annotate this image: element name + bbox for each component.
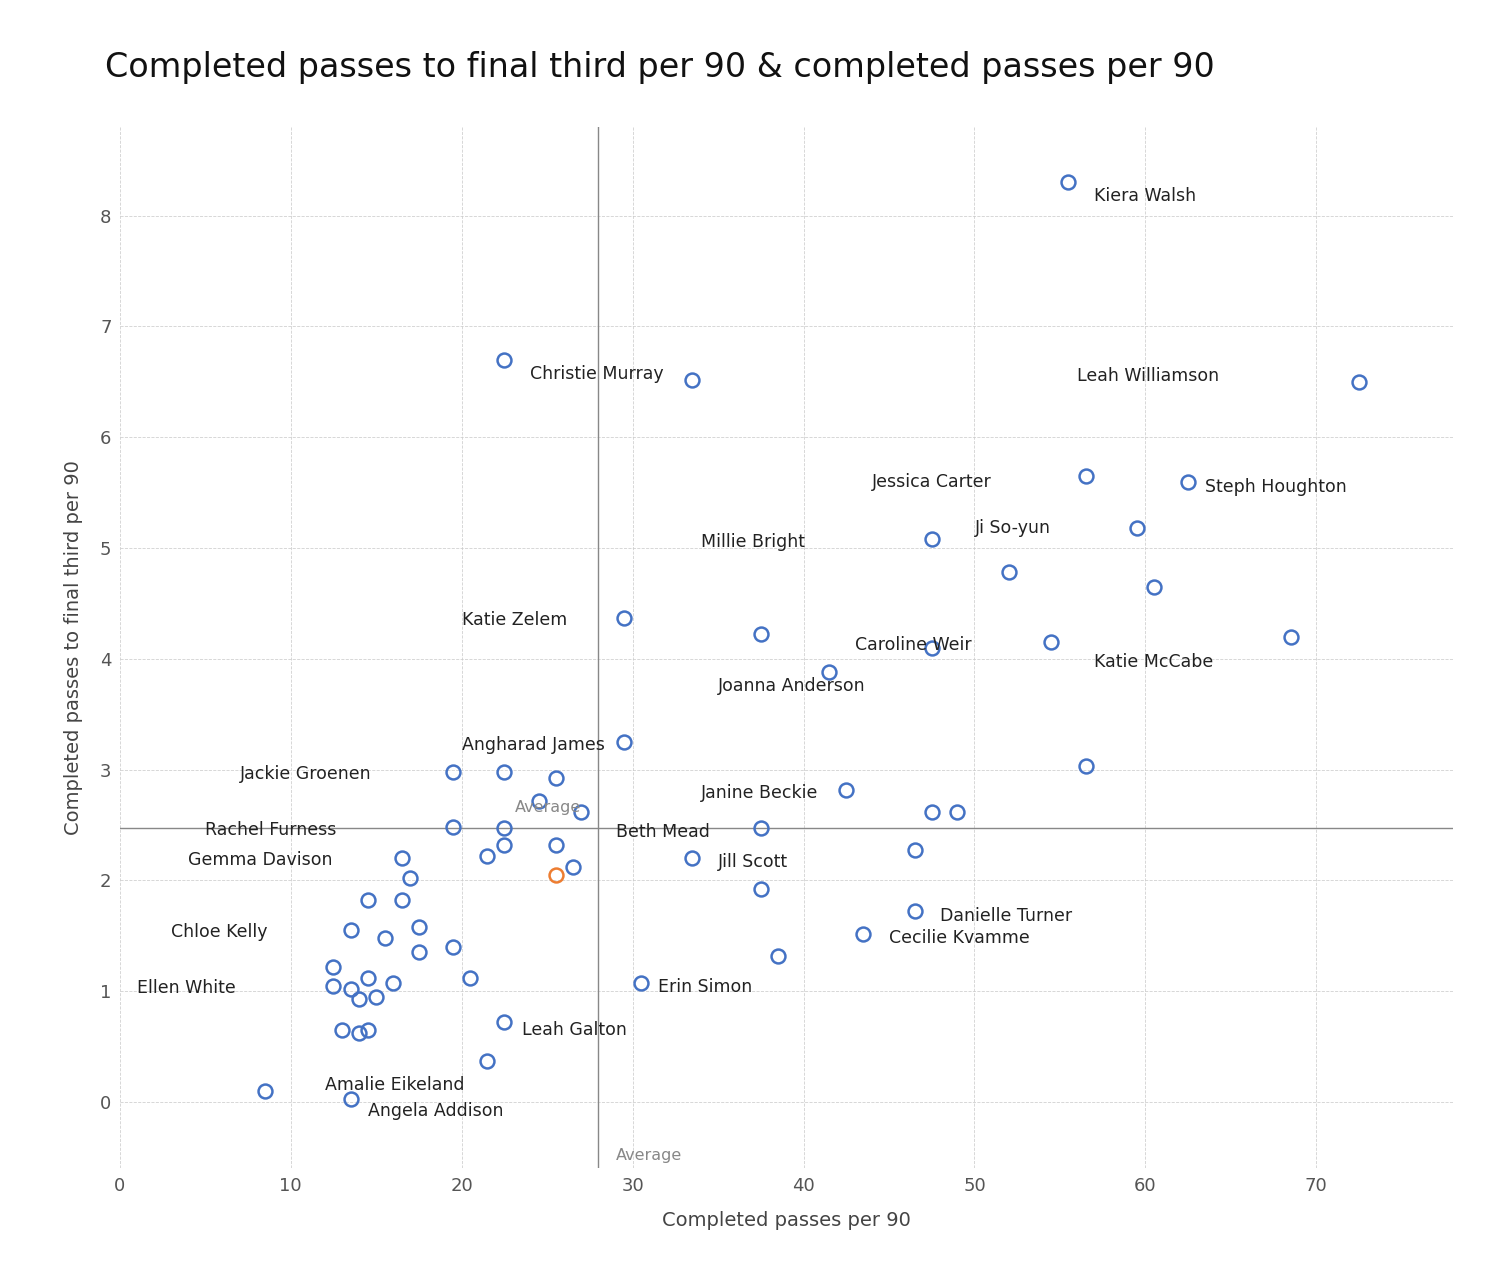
Text: Beth Mead: Beth Mead [616,823,710,841]
Text: Cecilie Kvamme: Cecilie Kvamme [888,928,1029,947]
Text: Danielle Turner: Danielle Turner [941,907,1073,925]
Text: Average: Average [515,800,581,815]
Text: Steph Houghton: Steph Houghton [1206,478,1347,497]
Text: Amalie Eikeland: Amalie Eikeland [325,1076,464,1095]
Text: Katie Zelem: Katie Zelem [461,611,566,629]
Text: Erin Simon: Erin Simon [658,978,752,996]
Text: Jackie Groenen: Jackie Groenen [240,765,372,784]
Text: Millie Bright: Millie Bright [701,533,804,551]
Text: Leah Galton: Leah Galton [521,1021,626,1039]
Text: Kiera Walsh: Kiera Walsh [1094,187,1197,204]
Text: Gemma Davison: Gemma Davison [189,851,333,870]
Text: Katie McCabe: Katie McCabe [1094,653,1213,671]
Text: Caroline Weir: Caroline Weir [855,636,971,654]
X-axis label: Completed passes per 90: Completed passes per 90 [662,1212,911,1231]
Text: Janine Beckie: Janine Beckie [701,784,818,801]
Text: Jessica Carter: Jessica Carter [872,472,992,490]
Text: Chloe Kelly: Chloe Kelly [171,923,268,941]
Text: Joanna Anderson: Joanna Anderson [718,677,866,696]
Text: Rachel Furness: Rachel Furness [205,822,337,839]
Text: Christie Murray: Christie Murray [530,364,664,384]
Text: Leah Williamson: Leah Williamson [1077,367,1219,385]
Text: Ji So-yun: Ji So-yun [975,519,1050,537]
Text: Jill Scott: Jill Scott [718,852,788,870]
Text: Completed passes to final third per 90 & completed passes per 90: Completed passes to final third per 90 &… [105,51,1215,84]
Y-axis label: Completed passes to final third per 90: Completed passes to final third per 90 [64,460,84,836]
Text: Average: Average [616,1148,682,1163]
Text: Ellen White: Ellen White [136,979,235,997]
Text: Angharad James: Angharad James [461,737,605,754]
Text: Angela Addison: Angela Addison [367,1102,503,1120]
